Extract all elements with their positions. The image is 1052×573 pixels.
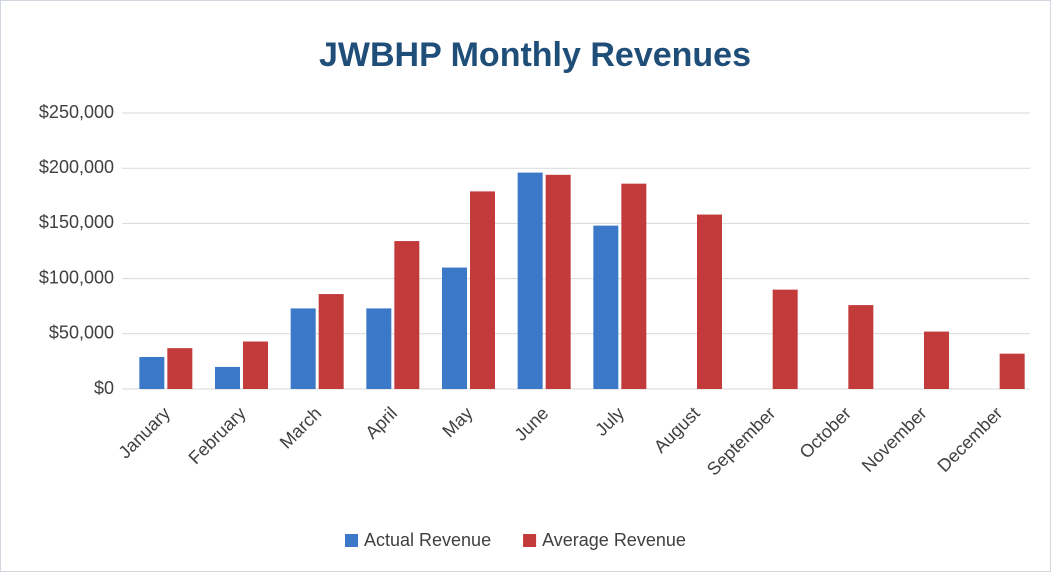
bar [167, 348, 193, 389]
bar [593, 225, 619, 389]
bar [243, 341, 268, 389]
bar [394, 241, 420, 389]
bar [318, 294, 344, 389]
legend-label: Actual Revenue [364, 530, 491, 550]
legend-label: Average Revenue [542, 530, 686, 550]
bar [999, 353, 1025, 389]
bar [517, 172, 543, 389]
legend-swatch [523, 534, 537, 547]
bar [848, 305, 874, 389]
bar [545, 174, 571, 389]
bar [772, 289, 798, 389]
bar [621, 183, 647, 389]
bar [442, 267, 467, 389]
bar [924, 331, 949, 389]
y-tick-label: $200,000 [39, 157, 114, 177]
bar [697, 214, 722, 389]
bar [470, 191, 495, 389]
y-tick-label: $50,000 [49, 323, 114, 343]
legend-swatch [345, 534, 358, 547]
bar [290, 308, 316, 389]
bar [139, 356, 165, 389]
y-tick-label: $100,000 [39, 267, 114, 287]
y-tick-label: $250,000 [39, 102, 114, 122]
chart-title: JWBHP Monthly Revenues [319, 36, 751, 74]
y-tick-label: $150,000 [39, 212, 114, 232]
bar [215, 366, 240, 389]
y-tick-label: $0 [94, 378, 114, 398]
bar [366, 308, 392, 389]
